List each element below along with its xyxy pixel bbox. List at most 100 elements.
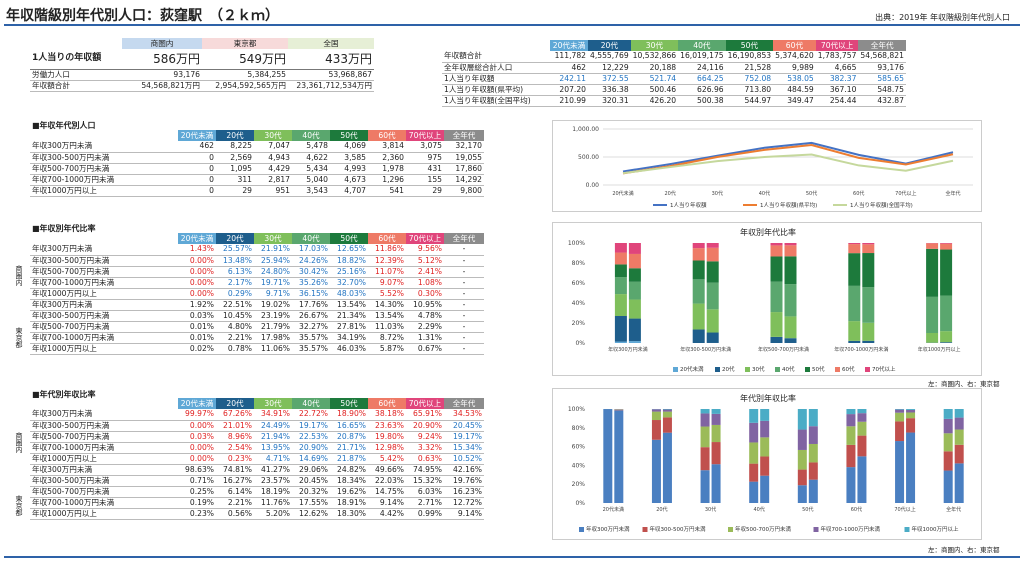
age-header: 20代未満 — [178, 130, 216, 141]
table-cell: - — [444, 288, 484, 300]
table-cell: 35.57% — [292, 343, 330, 355]
table-cell: 21.34% — [330, 310, 368, 322]
table-cell: 9.14% — [368, 497, 406, 509]
bar-segment — [711, 409, 721, 414]
table-cell: 74.95% — [406, 464, 444, 476]
income-ratio-chart-panel: 年代別年収比率 100% 80% 60% 40% 20% 0% 20代未満 20代 30代 40代 5… — [552, 388, 982, 540]
age-header: 全年代 — [444, 398, 484, 409]
table-cell: 20.90% — [292, 442, 330, 454]
table-cell: 4,943 — [254, 152, 292, 164]
table-cell: 32,170 — [444, 141, 484, 153]
x-tick-label: 20代 — [656, 506, 667, 513]
row-label: 年収700-1000万円未満 — [30, 332, 178, 344]
table-cell: 2.71% — [406, 497, 444, 509]
table-cell: 0.56% — [216, 508, 254, 520]
table-cell: 24,116 — [678, 62, 726, 74]
legend-swatch — [813, 527, 819, 532]
table-cell: 4,555,769 — [588, 51, 631, 63]
legend-swatch — [715, 367, 720, 372]
table-cell: 49.66% — [368, 464, 406, 476]
table-cell: 18.34% — [330, 475, 368, 487]
row-label: 年収300-500万円未満 — [30, 255, 178, 267]
age-header: 50代 — [725, 40, 774, 51]
table-cell: 1.31% — [406, 332, 444, 344]
table-cell: 21.01% — [216, 420, 254, 432]
row-label: 1人当り年収額 — [442, 73, 550, 85]
bar-segment — [940, 249, 953, 296]
bar-segment — [848, 321, 861, 341]
table-cell: 311 — [216, 174, 254, 186]
legend-label: 70代以上 — [872, 365, 896, 373]
table-cell: 0.23% — [178, 508, 216, 520]
table-cell: - — [444, 310, 484, 322]
table-cell: 0.19% — [178, 497, 216, 509]
section-title: ■年収別年代比率 — [32, 224, 96, 233]
table-cell: 382.37 — [815, 73, 859, 85]
bar-segment — [940, 342, 953, 343]
table-cell: 29 — [216, 185, 254, 197]
y-tick-label: 100% — [568, 406, 585, 413]
table-cell: 19.17% — [292, 420, 330, 432]
x-tick-label: 全年代 — [945, 190, 960, 197]
row-label: 年収1000万円以上 — [30, 288, 178, 300]
table-cell: 34.19% — [330, 332, 368, 344]
table-cell: 5.12% — [406, 255, 444, 267]
bar-segment — [614, 294, 627, 317]
bar-segment — [862, 244, 875, 254]
table-cell: 9,989 — [773, 62, 816, 74]
table-cell: 2,817 — [254, 174, 292, 186]
table-cell: 462 — [178, 141, 216, 153]
legend-label: 50代 — [812, 365, 825, 373]
row-label: 年収300万円未満 — [30, 409, 178, 421]
bar-segment — [862, 322, 875, 341]
table-cell: 1.08% — [406, 277, 444, 289]
table-cell: 1.92% — [178, 299, 216, 311]
table-cell: 320.31 — [588, 95, 631, 107]
chart-note: 左：商圏内、右：東京都 — [928, 380, 1000, 388]
table-cell: 25.57% — [216, 244, 254, 256]
table-cell: 2.54% — [216, 442, 254, 454]
table-cell: 155 — [406, 174, 444, 186]
row-label: 1人当り年収額(全国平均) — [442, 95, 550, 107]
y-tick-label: 80% — [572, 425, 586, 432]
table-cell: 3,585 — [330, 152, 368, 164]
table-cell: 16.27% — [216, 475, 254, 487]
y-tick-label: 60% — [572, 444, 586, 451]
bar-segment — [706, 332, 719, 343]
bar-segment — [614, 243, 627, 253]
table-cell: 11.76% — [254, 497, 292, 509]
table-cell: 462 — [550, 62, 588, 74]
x-tick-label: 40代 — [754, 506, 765, 513]
y-tick-label: 100% — [568, 240, 585, 247]
bar-segment — [628, 268, 641, 282]
table-cell: 20.45% — [292, 475, 330, 487]
table-cell: 38.18% — [368, 409, 406, 421]
table-cell: 2.21% — [216, 497, 254, 509]
bar-segment — [857, 413, 867, 422]
bar-segment — [770, 336, 783, 343]
legend-swatch — [579, 527, 584, 532]
table-cell: 521.74 — [630, 73, 679, 85]
table-cell: 1,095 — [216, 163, 254, 175]
table-cell: 336.38 — [588, 84, 631, 96]
table-cell: 34.91% — [254, 409, 292, 421]
cell: 93,176 — [122, 69, 202, 81]
bar-segment — [770, 256, 783, 282]
table-cell: 24.26% — [292, 255, 330, 267]
table-cell: 0.01% — [178, 321, 216, 333]
bar-segment — [943, 470, 953, 503]
table-cell: 32.70% — [330, 277, 368, 289]
bar-segment — [797, 469, 807, 486]
table-cell: 19.80% — [368, 431, 406, 443]
table-cell: 8.72% — [368, 332, 406, 344]
cell: 53,968,867 — [288, 69, 374, 81]
chart-note: 左：商圏内、右：東京都 — [928, 546, 1000, 554]
table-cell: 67.26% — [216, 409, 254, 421]
table-cell: 713.80 — [725, 84, 774, 96]
x-tick-label: 全年代 — [946, 506, 961, 513]
bar-segment — [706, 309, 719, 333]
table-cell: 19.02% — [254, 299, 292, 311]
age-header: 60代 — [368, 233, 406, 244]
row-label: 労働力人口 — [30, 69, 122, 81]
table-cell: 4.78% — [406, 310, 444, 322]
